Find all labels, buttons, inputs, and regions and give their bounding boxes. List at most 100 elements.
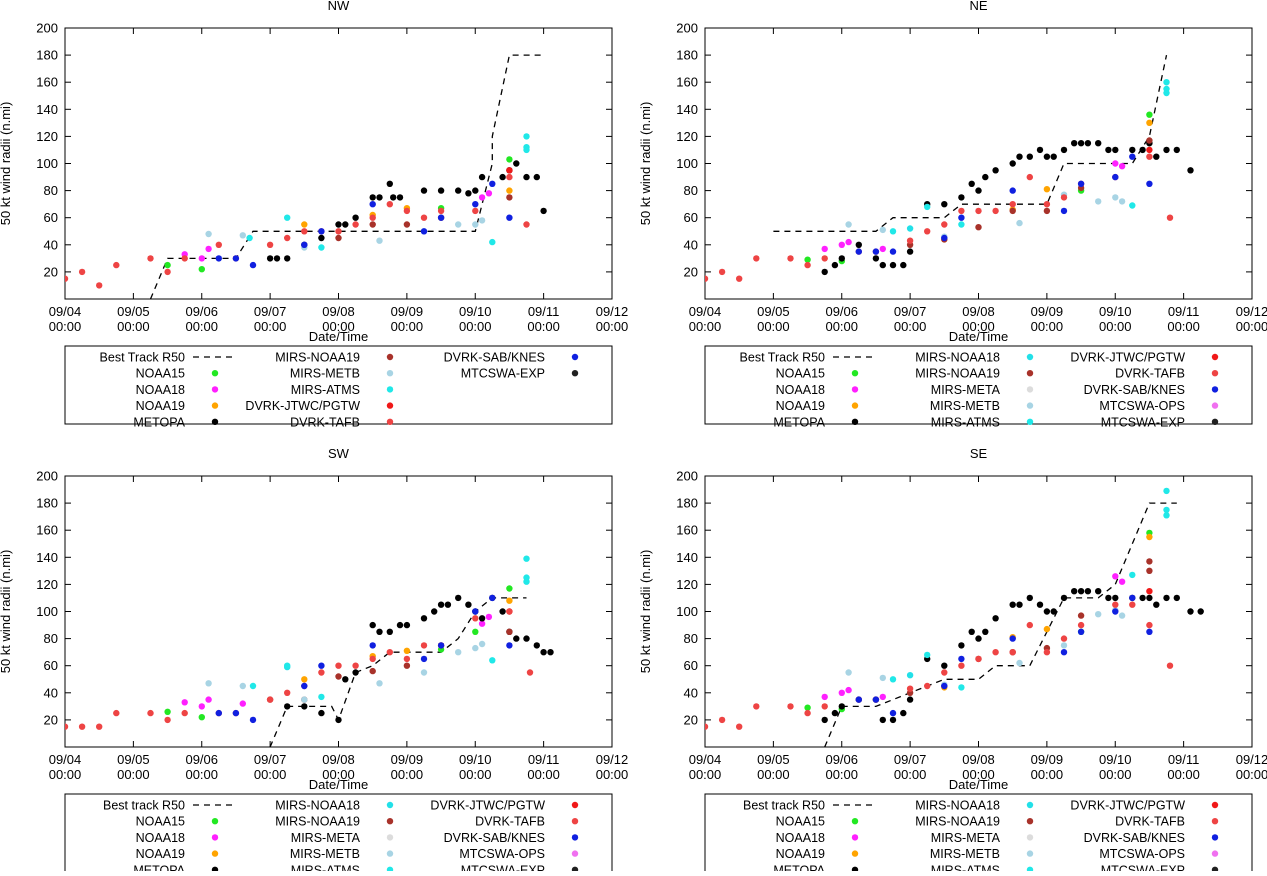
data-point bbox=[318, 244, 325, 251]
data-point bbox=[181, 699, 188, 706]
data-point bbox=[485, 190, 493, 197]
legend-label: NOAA15 bbox=[136, 367, 185, 381]
data-point bbox=[335, 234, 342, 242]
data-point bbox=[1139, 146, 1146, 154]
data-point bbox=[1043, 186, 1051, 193]
legend-item: Best track R50 bbox=[743, 799, 873, 813]
legend-item: MIRS-ATMS bbox=[291, 383, 394, 397]
data-point bbox=[472, 207, 479, 215]
legend-point-swatch bbox=[211, 418, 219, 425]
legend-point-swatch bbox=[1026, 850, 1034, 857]
data-point bbox=[1146, 533, 1153, 541]
x-tick-label-date: 09/06 bbox=[185, 752, 218, 767]
legend-item: MIRS-META bbox=[931, 383, 1034, 397]
legend-item: NOAA18 bbox=[776, 383, 859, 397]
legend-item: Best track R50 bbox=[103, 799, 233, 813]
data-point bbox=[821, 693, 828, 701]
data-point bbox=[499, 173, 506, 181]
data-point bbox=[78, 723, 86, 730]
legend-label: DVRK-SAB/KNES bbox=[1084, 383, 1185, 397]
data-point bbox=[889, 716, 897, 724]
y-tick-label: 20 bbox=[44, 712, 58, 727]
x-tick-label-time: 00:00 bbox=[894, 319, 927, 334]
data-point bbox=[386, 180, 393, 187]
legend-point-swatch bbox=[851, 402, 859, 409]
x-tick-label-date: 09/08 bbox=[322, 752, 355, 767]
data-point bbox=[1112, 573, 1119, 580]
plot-frame bbox=[704, 27, 1253, 300]
x-tick-label-time: 00:00 bbox=[459, 767, 492, 782]
y-tick-label: 140 bbox=[676, 102, 698, 117]
x-tick-label-time: 00:00 bbox=[1099, 767, 1132, 782]
data-point bbox=[975, 207, 982, 215]
chart-title: NW bbox=[328, 0, 350, 13]
series-mirs-atms bbox=[889, 79, 1170, 235]
legend-point-swatch bbox=[1026, 386, 1034, 393]
data-point bbox=[513, 160, 520, 167]
data-point bbox=[455, 594, 462, 602]
data-point bbox=[472, 644, 479, 652]
x-tick-label-time: 00:00 bbox=[117, 767, 150, 782]
data-point bbox=[975, 224, 982, 231]
data-point bbox=[1129, 153, 1136, 160]
legend-point-swatch bbox=[571, 370, 579, 377]
data-point bbox=[301, 241, 308, 248]
x-tick-label-time: 00:00 bbox=[1167, 767, 1200, 782]
x-tick-label-time: 00:00 bbox=[962, 319, 995, 334]
legend-label: DVRK-SAB/KNES bbox=[1084, 831, 1185, 845]
data-point bbox=[198, 266, 205, 273]
data-point bbox=[906, 225, 914, 232]
data-point bbox=[232, 255, 240, 262]
y-tick-label: 20 bbox=[684, 712, 698, 727]
data-point bbox=[958, 221, 965, 228]
data-point bbox=[1129, 601, 1136, 608]
legend-point-swatch bbox=[571, 801, 579, 809]
x-axis-label: Date/Time bbox=[309, 329, 368, 344]
x-tick-label-date: 09/04 bbox=[49, 304, 82, 319]
x-tick-label-date: 09/11 bbox=[528, 752, 560, 767]
data-point bbox=[266, 255, 274, 262]
legend-item: MIRS-NOAA19 bbox=[915, 815, 1034, 829]
data-point bbox=[845, 669, 852, 676]
data-point bbox=[301, 696, 308, 703]
best-track-line bbox=[773, 54, 1168, 232]
legend-label: NOAA15 bbox=[776, 367, 825, 381]
x-tick-label-time: 00:00 bbox=[1236, 767, 1267, 782]
x-tick-label-time: 00:00 bbox=[1031, 319, 1064, 334]
legend-label: NOAA18 bbox=[136, 383, 185, 397]
data-point bbox=[889, 248, 897, 255]
legend-point-swatch bbox=[386, 370, 394, 377]
data-point bbox=[1163, 79, 1170, 86]
legend: Best Track R50 NOAA15 NOAA18 NOAA19 METOPA MI… bbox=[64, 345, 613, 429]
data-point bbox=[540, 649, 547, 656]
data-point bbox=[1105, 594, 1112, 602]
data-point bbox=[369, 221, 376, 228]
legend-item: Best Track R50 bbox=[100, 351, 233, 365]
data-point bbox=[1166, 214, 1174, 221]
legend-label: DVRK-JTWC/PGTW bbox=[1070, 351, 1185, 365]
data-point bbox=[489, 180, 496, 187]
series-mirs-metb bbox=[845, 191, 1126, 240]
legend-item: MIRS-NOAA19 bbox=[915, 367, 1034, 381]
data-point bbox=[831, 261, 839, 269]
legend-point-swatch bbox=[386, 866, 394, 873]
series-mirs-noaa19 bbox=[266, 628, 513, 703]
data-point bbox=[420, 615, 428, 622]
legend-label: MIRS-ATMS bbox=[291, 863, 360, 871]
data-point bbox=[523, 221, 530, 228]
data-point bbox=[284, 255, 291, 262]
data-point bbox=[420, 214, 428, 221]
data-point bbox=[1016, 219, 1023, 227]
data-point bbox=[1009, 160, 1016, 167]
data-point bbox=[455, 221, 462, 228]
y-tick-label: 80 bbox=[44, 183, 58, 198]
data-point bbox=[821, 716, 828, 724]
data-point bbox=[1071, 588, 1078, 595]
x-tick-label-time: 00:00 bbox=[322, 767, 355, 782]
data-point bbox=[485, 613, 493, 621]
y-tick-label: 100 bbox=[676, 604, 698, 619]
x-tick-label-date: 09/11 bbox=[528, 304, 560, 319]
data-point bbox=[506, 194, 513, 201]
y-tick-label: 200 bbox=[676, 469, 698, 484]
data-point bbox=[1071, 140, 1078, 147]
